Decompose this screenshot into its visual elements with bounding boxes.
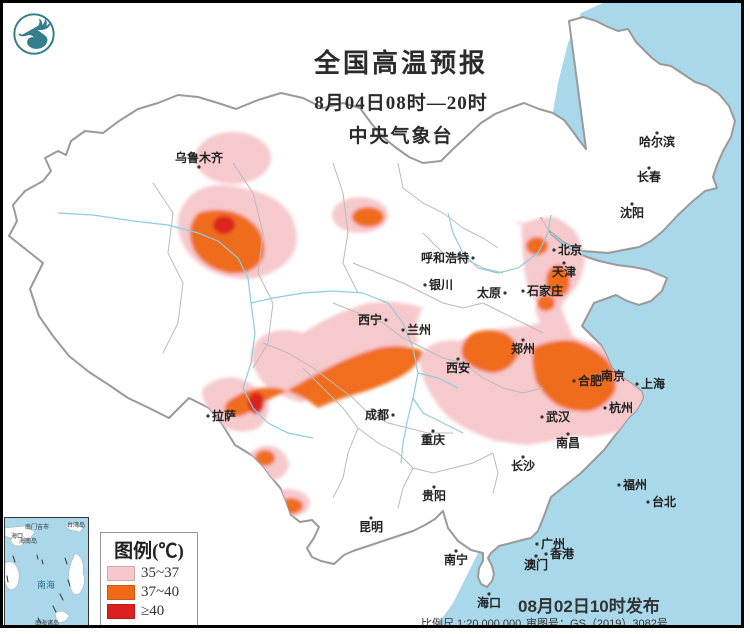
svg-text:银川: 银川 xyxy=(429,277,453,292)
svg-text:西安: 西安 xyxy=(446,360,470,375)
svg-text:贵阳: 贵阳 xyxy=(422,488,446,503)
svg-text:长沙: 长沙 xyxy=(511,458,535,473)
svg-text:重庆: 重庆 xyxy=(421,432,445,447)
svg-text:海口: 海口 xyxy=(477,595,501,610)
svg-text:拉萨: 拉萨 xyxy=(212,408,236,423)
svg-text:呼和浩特: 呼和浩特 xyxy=(421,250,469,265)
svg-text:太原: 太原 xyxy=(477,285,501,300)
svg-text:南昌: 南昌 xyxy=(556,435,580,450)
svg-text:南宁: 南宁 xyxy=(444,552,468,567)
svg-text:乌鲁木齐: 乌鲁木齐 xyxy=(175,150,224,165)
svg-text:石家庄: 石家庄 xyxy=(526,283,563,298)
svg-text:南京: 南京 xyxy=(601,368,625,383)
svg-text:武汉: 武汉 xyxy=(546,409,571,424)
svg-text:福州: 福州 xyxy=(622,477,647,492)
svg-text:成都: 成都 xyxy=(365,407,389,422)
svg-text:北京: 北京 xyxy=(558,242,582,257)
svg-text:西宁: 西宁 xyxy=(358,312,382,327)
svg-text:长春: 长春 xyxy=(637,169,662,184)
svg-text:昆明: 昆明 xyxy=(359,520,383,534)
svg-text:上海: 上海 xyxy=(641,376,665,391)
svg-text:台北: 台北 xyxy=(652,494,676,509)
svg-text:杭州: 杭州 xyxy=(609,400,633,415)
svg-text:沈阳: 沈阳 xyxy=(620,205,644,220)
svg-text:澳门: 澳门 xyxy=(524,557,548,572)
svg-text:郑州: 郑州 xyxy=(511,341,535,356)
svg-text:香港: 香港 xyxy=(549,546,575,561)
svg-text:天津: 天津 xyxy=(552,264,576,279)
svg-text:兰州: 兰州 xyxy=(407,322,431,337)
